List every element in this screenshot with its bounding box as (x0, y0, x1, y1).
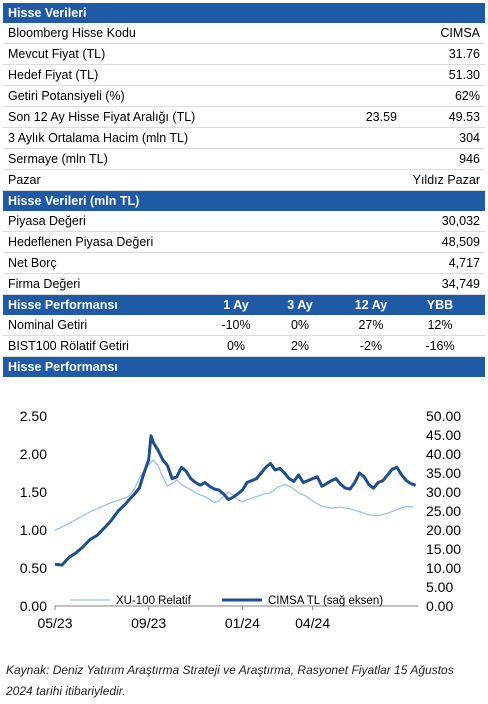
row-value: 48,509 (441, 235, 480, 249)
row-relative-return: BIST100 Rölatif Getiri 0% 2% -2% -16% (3, 336, 485, 357)
performance-line-chart: 0.00 0.50 1.00 1.50 2.00 2.50 0.00 5.00 10.00 15.… (20, 408, 461, 631)
row-label: Son 12 Ay Hisse Fiyat Aralığı (TL) (8, 110, 196, 124)
row-capital: Sermaye (mln TL) 946 (3, 149, 485, 170)
row-label: Hedef Fiyat (TL) (8, 68, 99, 82)
section-header-performance-chart: Hisse Performansı (3, 357, 485, 377)
row-return-potential: Getiri Potansiyeli (%) 62% (3, 86, 485, 107)
row-label: Hedeflenen Piyasa Değeri (8, 235, 154, 249)
y-left-tick-label: 2.00 (20, 446, 47, 462)
row-target-market-cap: Hedeflenen Piyasa Değeri 48,509 (3, 232, 485, 253)
row-label: Piyasa Değeri (8, 214, 86, 228)
y-left-tick-label: 1.00 (20, 522, 47, 538)
x-tick-label: 05/23 (37, 615, 72, 631)
row-net-debt: Net Borç 4,717 (3, 253, 485, 274)
source-note: Kaynak: Deniz Yatırım Araştırma Strateji… (6, 663, 454, 698)
row-label: BIST100 Rölatif Getiri (8, 339, 129, 353)
cell-ytd: -16% (425, 339, 455, 353)
row-market: Pazar Yıldız Pazar (3, 170, 485, 191)
row-value: 946 (459, 152, 480, 166)
y-right-tick-label: 30.00 (426, 484, 461, 500)
row-value: 51.30 (448, 68, 480, 82)
row-value: CIMSA (440, 26, 480, 40)
row-bloomberg-code: Bloomberg Hisse Kodu CIMSA (3, 23, 485, 44)
x-tick-label: 04/24 (295, 615, 330, 631)
cell-12m: -2% (359, 339, 383, 353)
y-left-tick-label: 0.00 (20, 598, 47, 614)
cell-ytd: 12% (427, 318, 453, 332)
row-value-high: 49.53 (448, 110, 480, 124)
row-avg-volume: 3 Aylık Ortalama Hacim (mln TL) 304 (3, 128, 485, 149)
row-label: Getiri Potansiyeli (%) (8, 89, 125, 103)
y-left-tick-label: 1.50 (20, 484, 47, 500)
cell-3m: 0% (290, 318, 310, 332)
y-right-tick-label: 15.00 (426, 541, 461, 557)
y-right-tick-label: 45.00 (426, 427, 461, 443)
y-left-tick-label: 0.50 (20, 560, 47, 576)
row-label: Net Borç (8, 256, 57, 270)
cell-3m: 2% (290, 339, 310, 353)
row-12m-price-range: Son 12 Ay Hisse Fiyat Aralığı (TL) 23.59… (3, 107, 485, 128)
section-header-performance-table: Hisse Performansı 1 Ay 3 Ay 12 Ay YBB (3, 295, 485, 315)
x-tick-label: 09/23 (131, 615, 166, 631)
cell-1m: 0% (226, 339, 246, 353)
performance-table-title: Hisse Performansı (8, 298, 118, 312)
row-value: 30,032 (441, 214, 480, 228)
row-value: 304 (459, 131, 480, 145)
row-label: 3 Aylık Ortalama Hacim (mln TL) (8, 131, 189, 145)
row-label: Firma Değeri (8, 277, 81, 291)
cell-1m: -10% (221, 318, 251, 332)
row-value-low: 23.59 (365, 110, 397, 124)
legend-label-cimsa: CIMSA TL (sağ eksen) (268, 595, 383, 607)
row-value: Yıldız Pazar (412, 173, 480, 187)
row-label: Pazar (8, 173, 41, 187)
xu100-relative-line (54, 459, 414, 531)
y-right-tick-label: 20.00 (426, 522, 461, 538)
y-right-tick-label: 5.00 (426, 579, 453, 595)
row-value: 62% (454, 89, 480, 103)
column-header-ytd: YBB (426, 298, 454, 312)
x-tick-label: 01/24 (225, 615, 260, 631)
row-nominal-return: Nominal Getiri -10% 0% 27% 12% (3, 315, 485, 336)
row-label: Sermaye (mln TL) (8, 152, 108, 166)
y-right-tick-label: 50.00 (426, 408, 461, 424)
y-right-tick-label: 10.00 (426, 560, 461, 576)
y-right-tick-label: 40.00 (426, 446, 461, 462)
y-right-tick-label: 0.00 (426, 598, 453, 614)
row-value: 4,717 (448, 256, 480, 270)
column-header-1m: 1 Ay (223, 298, 249, 312)
legend-label-xu100: XU-100 Relatif (116, 595, 192, 607)
cimsa-price-line (54, 434, 417, 567)
row-firm-value: Firma Değeri 34,749 (3, 274, 485, 295)
section-header-hisse-verileri: Hisse Verileri (3, 3, 485, 23)
row-label: Mevcut Fiyat (TL) (8, 47, 106, 61)
y-left-tick-label: 2.50 (20, 408, 47, 424)
row-value: 31.76 (448, 47, 480, 61)
section-header-hisse-verileri-mln: Hisse Verileri (mln TL) (3, 191, 485, 211)
row-current-price: Mevcut Fiyat (TL) 31.76 (3, 44, 485, 65)
cell-12m: 27% (358, 318, 384, 332)
report-panel: Hisse Verileri Bloomberg Hisse Kodu CIMS… (3, 3, 485, 377)
row-label: Bloomberg Hisse Kodu (8, 26, 136, 40)
row-value: 34,749 (441, 277, 480, 291)
y-right-tick-label: 25.00 (426, 503, 461, 519)
row-market-cap: Piyasa Değeri 30,032 (3, 211, 485, 232)
y-right-tick-label: 35.00 (426, 465, 461, 481)
column-header-12m: 12 Ay (354, 298, 388, 312)
column-header-3m: 3 Ay (287, 298, 313, 312)
row-target-price: Hedef Fiyat (TL) 51.30 (3, 65, 485, 86)
row-label: Nominal Getiri (8, 318, 88, 332)
